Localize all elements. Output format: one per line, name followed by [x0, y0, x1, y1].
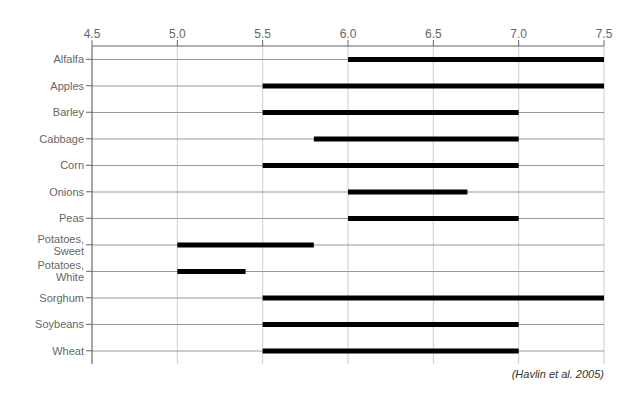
svg-text:5.0: 5.0	[169, 27, 186, 41]
svg-text:Soybeans: Soybeans	[35, 318, 84, 330]
svg-text:Potatoes,White: Potatoes,White	[38, 259, 84, 283]
svg-text:Cabbage: Cabbage	[39, 133, 84, 145]
svg-text:4.5: 4.5	[84, 27, 101, 41]
svg-text:Corn: Corn	[60, 159, 84, 171]
svg-text:7.5: 7.5	[596, 27, 613, 41]
svg-text:6.5: 6.5	[425, 27, 442, 41]
svg-text:Peas: Peas	[59, 212, 85, 224]
svg-text:6.0: 6.0	[340, 27, 357, 41]
svg-text:Alfalfa: Alfalfa	[53, 53, 84, 65]
svg-text:Apples: Apples	[50, 80, 84, 92]
html-text:(Havlin et al. 2005): (Havlin et al. 2005)	[511, 368, 604, 380]
svg-text:5.5: 5.5	[254, 27, 271, 41]
svg-text:Barley: Barley	[53, 106, 85, 118]
svg-text:Sorghum: Sorghum	[39, 292, 84, 304]
svg-text:Onions: Onions	[49, 186, 84, 198]
svg-text:Wheat: Wheat	[52, 345, 84, 357]
svg-text:7.0: 7.0	[510, 27, 527, 41]
svg-text:Potatoes,Sweet: Potatoes,Sweet	[38, 233, 84, 257]
